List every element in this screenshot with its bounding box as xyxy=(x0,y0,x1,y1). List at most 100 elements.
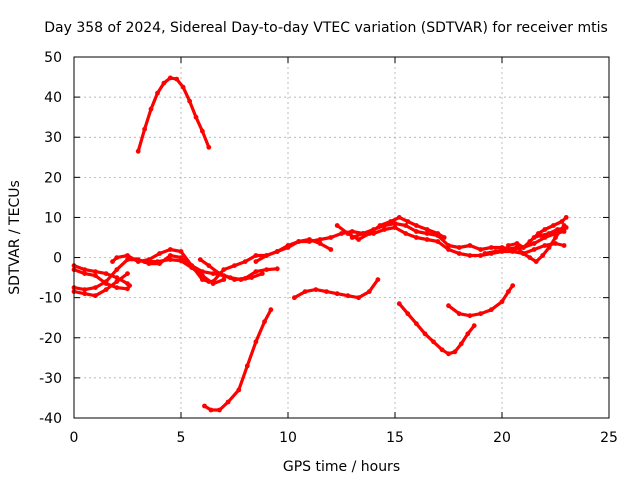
data-point xyxy=(221,277,227,282)
data-point xyxy=(142,126,148,132)
series-arc7 xyxy=(71,267,130,292)
data-point xyxy=(178,249,184,254)
data-point xyxy=(167,247,173,252)
data-point xyxy=(527,239,533,244)
data-point xyxy=(253,253,259,258)
x-tick-label: 25 xyxy=(600,430,618,446)
data-point xyxy=(531,247,537,252)
data-point xyxy=(114,279,120,284)
data-point xyxy=(403,231,409,236)
data-point xyxy=(360,231,366,236)
series-arc11 xyxy=(292,277,381,301)
data-point xyxy=(414,235,419,240)
data-point xyxy=(456,311,462,317)
data-point xyxy=(125,286,130,292)
data-point xyxy=(174,76,180,82)
data-point xyxy=(456,251,462,256)
data-point xyxy=(339,231,344,236)
data-point xyxy=(531,235,537,240)
data-point xyxy=(542,243,548,248)
series-arc14 xyxy=(396,301,477,357)
data-point xyxy=(227,275,233,280)
data-point xyxy=(244,363,250,369)
data-point xyxy=(146,257,152,262)
series-arc2 xyxy=(135,75,212,154)
y-tick-label: 20 xyxy=(44,170,62,186)
data-point xyxy=(521,251,526,256)
data-point xyxy=(93,273,98,278)
y-tick-label: 40 xyxy=(44,90,62,106)
data-point xyxy=(414,321,419,327)
x-tick-label: 5 xyxy=(177,430,186,446)
data-point xyxy=(431,339,436,345)
data-point xyxy=(178,255,184,260)
data-point xyxy=(540,253,546,258)
data-point xyxy=(157,251,163,256)
series-arc18 xyxy=(531,225,569,240)
y-tick-label: -10 xyxy=(39,291,62,307)
data-point xyxy=(334,291,340,297)
x-tick-label: 15 xyxy=(386,430,404,446)
data-point xyxy=(167,253,173,258)
data-point xyxy=(206,263,212,268)
data-point xyxy=(146,261,152,266)
data-point xyxy=(249,275,255,280)
y-tick-label: -20 xyxy=(39,331,62,347)
data-point xyxy=(264,253,269,258)
data-point xyxy=(317,237,323,242)
series-line xyxy=(110,225,566,284)
data-point xyxy=(424,227,430,232)
data-point xyxy=(274,249,280,254)
data-point xyxy=(232,263,237,268)
data-point xyxy=(465,331,471,337)
data-point xyxy=(482,251,488,256)
data-point xyxy=(493,249,498,254)
data-point xyxy=(264,267,269,272)
data-point xyxy=(161,80,167,86)
data-point xyxy=(375,277,381,282)
data-point xyxy=(313,287,319,292)
data-point xyxy=(499,299,505,305)
data-point xyxy=(135,148,141,154)
data-point xyxy=(559,219,565,224)
data-point xyxy=(392,225,398,230)
axis-ticks: 0 5 10 15 20 25 -40 -30 -20 -10 0 10 20 30 40 50 xyxy=(39,50,618,446)
data-point xyxy=(200,277,205,282)
data-point xyxy=(253,339,259,345)
data-point xyxy=(381,223,387,228)
data-point xyxy=(225,399,231,405)
data-point xyxy=(527,255,533,260)
x-axis-label: GPS time / hours xyxy=(283,459,400,475)
data-point xyxy=(328,247,334,252)
series-arc15 xyxy=(446,283,516,319)
data-point xyxy=(405,219,411,224)
data-point xyxy=(422,331,428,337)
data-point xyxy=(217,407,222,413)
data-point xyxy=(488,245,494,250)
data-point xyxy=(262,319,267,325)
x-tick-label: 0 xyxy=(70,430,79,446)
data-point xyxy=(206,144,212,150)
data-point xyxy=(206,279,212,284)
data-point xyxy=(446,351,451,357)
data-point xyxy=(334,223,340,228)
data-point xyxy=(324,289,329,294)
data-point xyxy=(93,293,98,299)
series-line xyxy=(136,76,211,153)
y-tick-label: -40 xyxy=(39,411,62,427)
series-arc9 xyxy=(197,257,265,282)
data-point xyxy=(555,227,560,232)
data-point xyxy=(366,289,372,294)
data-point xyxy=(238,277,244,282)
series-arc17 xyxy=(506,215,569,250)
data-point xyxy=(345,293,351,299)
data-point xyxy=(187,98,193,104)
data-point xyxy=(533,259,539,264)
y-tick-label: -30 xyxy=(39,371,62,387)
data-point xyxy=(446,247,451,252)
data-point xyxy=(317,241,323,246)
data-point xyxy=(349,229,355,234)
data-point xyxy=(103,287,109,292)
data-point xyxy=(478,247,483,252)
